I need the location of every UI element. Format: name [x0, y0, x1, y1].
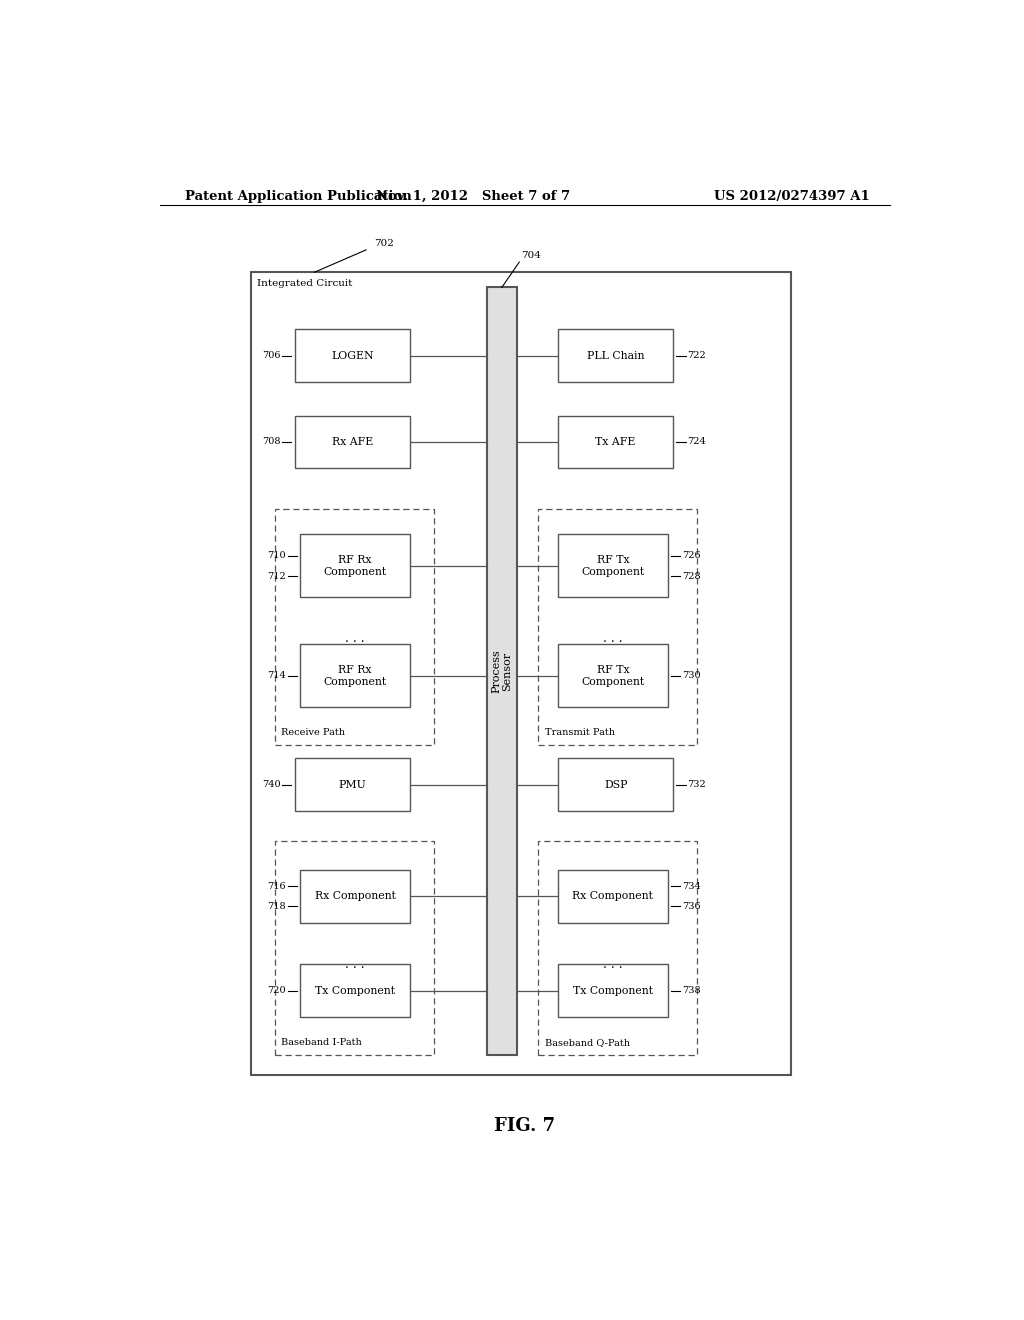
Text: Tx Component: Tx Component [315, 986, 395, 995]
Text: RF Tx
Component: RF Tx Component [582, 665, 644, 686]
Text: . . .: . . . [345, 632, 365, 644]
Text: LOGEN: LOGEN [331, 351, 374, 360]
Bar [295, 416, 410, 469]
Text: 736: 736 [682, 902, 700, 911]
Text: 724: 724 [687, 437, 707, 446]
Text: Rx AFE: Rx AFE [332, 437, 373, 447]
Text: 718: 718 [267, 902, 286, 911]
Text: 720: 720 [267, 986, 286, 995]
Text: Baseband Q-Path: Baseband Q-Path [545, 1038, 630, 1047]
Text: Rx Component: Rx Component [314, 891, 395, 902]
Text: FIG. 7: FIG. 7 [495, 1117, 555, 1135]
Text: 712: 712 [267, 572, 286, 581]
Bar [300, 870, 410, 923]
Bar [300, 644, 410, 708]
Text: Tx AFE: Tx AFE [596, 437, 636, 447]
Text: Tx Component: Tx Component [572, 986, 653, 995]
Bar [558, 535, 668, 598]
Text: RF Rx
Component: RF Rx Component [324, 556, 386, 577]
Text: DSP: DSP [604, 780, 628, 789]
Text: 734: 734 [682, 882, 700, 891]
Text: PMU: PMU [338, 780, 366, 789]
Text: Process
Sensor: Process Sensor [490, 649, 513, 693]
Bar [539, 841, 697, 1055]
Text: Patent Application Publication: Patent Application Publication [185, 190, 412, 202]
Text: 738: 738 [682, 986, 700, 995]
Text: 722: 722 [687, 351, 707, 360]
Bar [300, 535, 410, 598]
Bar [251, 272, 791, 1076]
Text: 716: 716 [267, 882, 286, 891]
Bar [295, 758, 410, 810]
Text: 726: 726 [682, 552, 700, 560]
Bar [274, 841, 433, 1055]
Text: 714: 714 [267, 672, 286, 680]
Text: Integrated Circuit: Integrated Circuit [257, 280, 352, 288]
Text: 728: 728 [682, 572, 700, 581]
Bar [558, 965, 668, 1018]
Text: 710: 710 [267, 552, 286, 560]
Text: . . .: . . . [345, 958, 365, 972]
Text: RF Rx
Component: RF Rx Component [324, 665, 386, 686]
Text: 730: 730 [682, 672, 700, 680]
Text: 740: 740 [262, 780, 281, 789]
Text: . . .: . . . [603, 632, 623, 644]
Text: PLL Chain: PLL Chain [587, 351, 644, 360]
Text: . . .: . . . [603, 958, 623, 972]
Text: Receive Path: Receive Path [282, 727, 345, 737]
Bar [274, 510, 433, 744]
Bar [486, 288, 517, 1055]
Text: 702: 702 [374, 239, 394, 248]
Bar [558, 416, 673, 469]
Bar [558, 644, 668, 708]
Text: Baseband I-Path: Baseband I-Path [282, 1038, 361, 1047]
Text: Rx Component: Rx Component [572, 891, 653, 902]
Text: 708: 708 [262, 437, 281, 446]
Bar [300, 965, 410, 1018]
Text: 732: 732 [687, 780, 707, 789]
Text: RF Tx
Component: RF Tx Component [582, 556, 644, 577]
Bar [539, 510, 697, 744]
Text: 706: 706 [262, 351, 281, 360]
Bar [558, 870, 668, 923]
Text: Transmit Path: Transmit Path [545, 727, 614, 737]
Text: 704: 704 [521, 251, 541, 260]
Text: US 2012/0274397 A1: US 2012/0274397 A1 [715, 190, 870, 202]
Bar [558, 758, 673, 810]
Bar [295, 329, 410, 381]
Text: Nov. 1, 2012   Sheet 7 of 7: Nov. 1, 2012 Sheet 7 of 7 [376, 190, 570, 202]
Bar [558, 329, 673, 381]
